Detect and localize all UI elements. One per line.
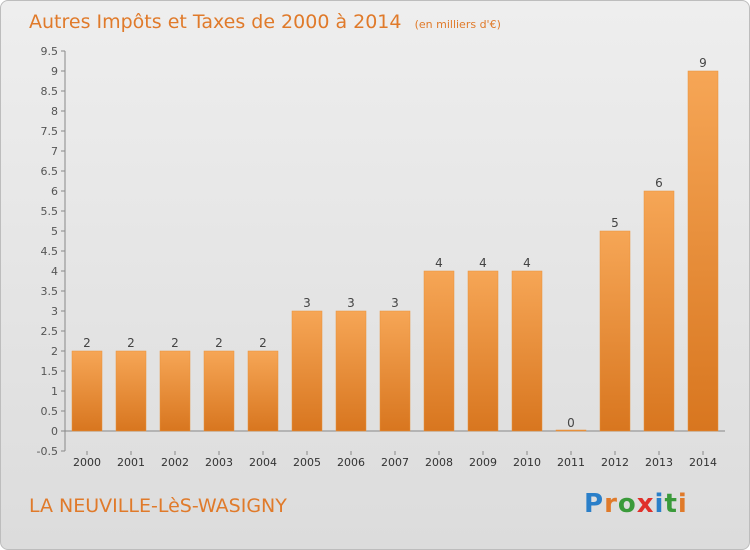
data-label: 3 [303,296,311,310]
bar-2010 [511,270,543,432]
data-label: 9 [699,56,707,70]
y-tick-label: 3 [51,305,58,318]
data-label: 2 [127,336,135,350]
logo-letter: r [604,489,618,519]
x-tick-label: 2009 [469,456,497,469]
y-tick-label: 7 [51,145,58,158]
logo-letter: P [584,489,605,519]
proxiti-logo[interactable]: Proxiti [584,489,688,519]
y-tick-label: 8.5 [41,85,59,98]
bar-2005 [291,310,323,432]
data-label: 2 [215,336,223,350]
bar-2011 [555,429,587,432]
chart-title: Autres Impôts et Taxes de 2000 à 2014 (e… [29,11,501,33]
bar-2013 [643,190,675,432]
x-tick-label: 2002 [161,456,189,469]
data-label: 6 [655,176,663,190]
y-tick-label: 6.5 [41,165,59,178]
y-tick-label: 4 [51,265,58,278]
y-tick-label: 1 [51,385,58,398]
y-tick-label: 5 [51,225,58,238]
x-tick-label: 2012 [601,456,629,469]
x-tick-label: 2013 [645,456,673,469]
y-tick-label: 9 [51,65,58,78]
x-tick-label: 2003 [205,456,233,469]
bar-2004 [247,350,279,432]
x-tick-label: 2006 [337,456,365,469]
x-tick-label: 2004 [249,456,277,469]
bar-2009 [467,270,499,432]
y-tick-label: 7.5 [41,125,59,138]
x-tick-label: 2008 [425,456,453,469]
data-label: 2 [259,336,267,350]
data-label: 4 [523,256,531,270]
y-tick-label: 0 [51,425,58,438]
y-tick-label: -0.5 [37,445,58,458]
x-tick-label: 2010 [513,456,541,469]
x-tick-label: 2001 [117,456,145,469]
bar-2012 [599,230,631,432]
chart-unit: (en milliers d'€) [415,18,501,31]
y-tick-label: 0.5 [41,405,59,418]
bar-2006 [335,310,367,432]
y-tick-label: 6 [51,185,58,198]
x-tick-label: 2011 [557,456,585,469]
data-labels: 2 2 2 2 2 3 3 3 4 4 4 0 5 6 9 [83,56,707,430]
x-tick-label: 2005 [293,456,321,469]
x-tick-label: 2014 [689,456,717,469]
y-tick-label: 2 [51,345,58,358]
data-label: 5 [611,216,619,230]
y-tick-label: 3.5 [41,285,59,298]
y-tick-label: 4.5 [41,245,59,258]
data-label: 4 [435,256,443,270]
commune-name: LA NEUVILLE-LèS-WASIGNY [29,495,287,517]
data-label: 2 [171,336,179,350]
logo-letter: x [636,489,655,519]
bar-2002 [159,350,191,432]
y-tick-label: 9.5 [41,45,59,58]
logo-letter: o [617,489,637,519]
bar-2003 [203,350,235,432]
y-tick-label: 1.5 [41,365,59,378]
logo-letter: t [664,489,678,519]
data-label: 2 [83,336,91,350]
y-tick-label: 8 [51,105,58,118]
bar-2007 [379,310,411,432]
logo-letter: i [677,489,688,519]
chart-title-text: Autres Impôts et Taxes de 2000 à 2014 [29,11,402,33]
x-tick-label: 2000 [73,456,101,469]
logo-letter: i [654,489,665,519]
bars [71,70,719,432]
y-tick-label: 5.5 [41,205,59,218]
data-label: 3 [347,296,355,310]
data-label: 3 [391,296,399,310]
data-label: 4 [479,256,487,270]
x-tick-label: 2007 [381,456,409,469]
bar-2000 [71,350,103,432]
y-tick-label: 2.5 [41,325,59,338]
bar-2001 [115,350,147,432]
bar-2008 [423,270,455,432]
axes: -0.5 0 0.5 1 1.5 2 2.5 3 3.5 4 4.5 5 5.5 6 6.5 7 7.5 8 8.5… [37,45,725,469]
data-label: 0 [567,416,575,430]
bar-2014 [687,70,719,432]
